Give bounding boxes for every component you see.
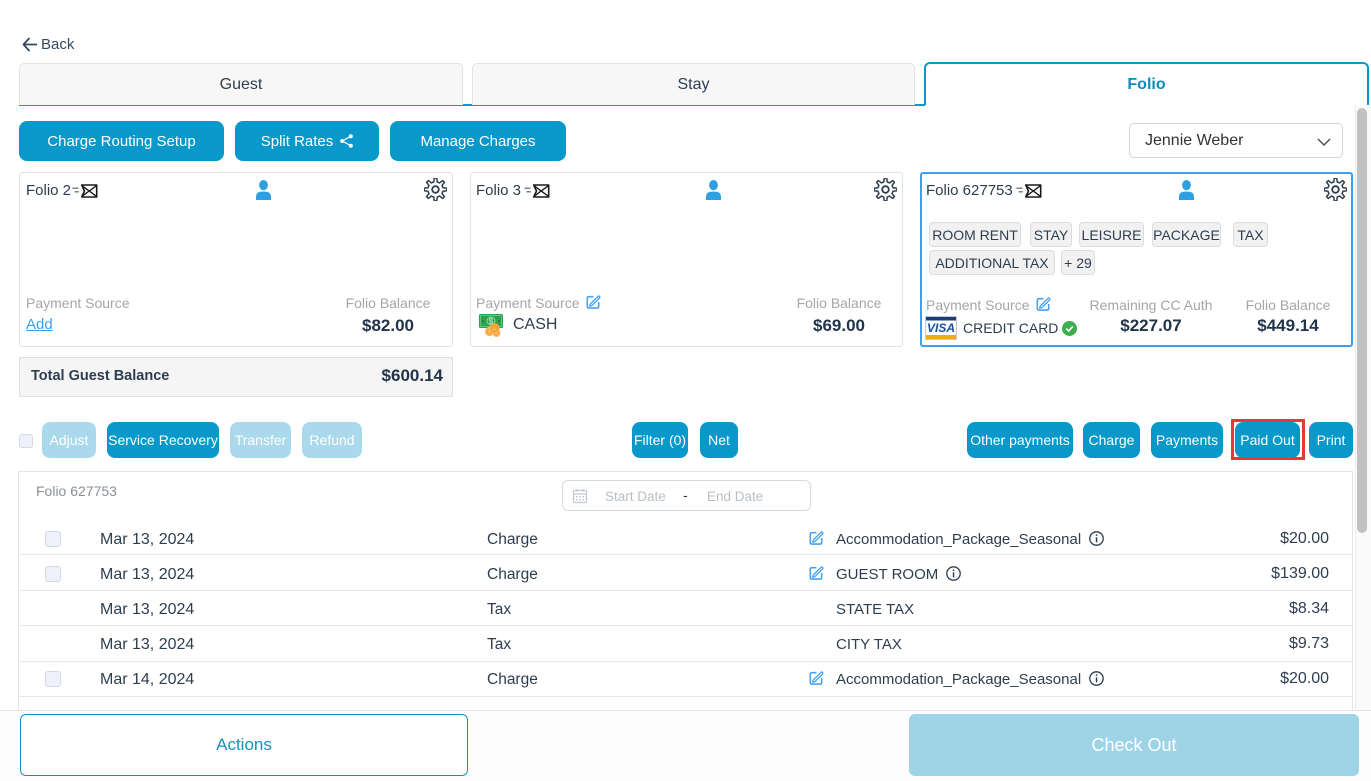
svg-text:VISA: VISA: [927, 321, 955, 335]
svg-text:$: $: [489, 317, 494, 326]
